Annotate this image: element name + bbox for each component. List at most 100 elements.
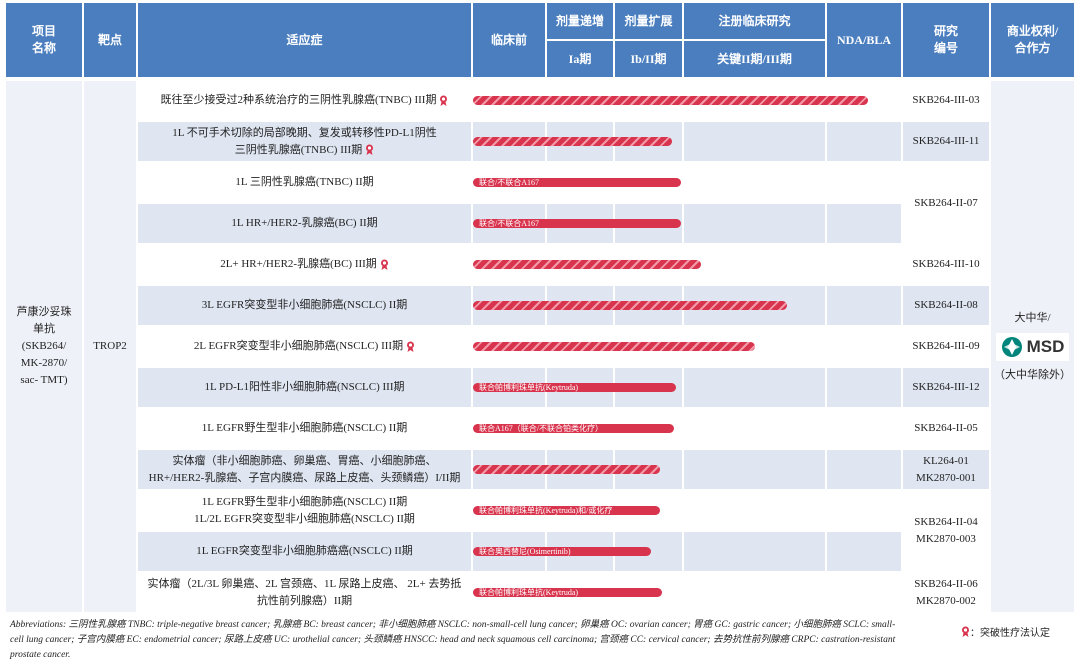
- phase-cell: [826, 490, 902, 531]
- indication-text: HR+/HER2-乳腺癌、子宫内膜癌、尿路上皮癌、头颈鳞癌）I/II期: [148, 471, 461, 484]
- indication-text: 实体瘤（2L/3L 卵巢癌、2L 宫颈癌、1L 尿路上皮癌、 2L+ 去势抵: [147, 577, 462, 590]
- header-text: 编号: [933, 41, 958, 55]
- indication-cell: 1L HR+/HER2-乳腺癌(BC) II期: [137, 203, 472, 244]
- phase-cell: [683, 162, 826, 203]
- study-cell: SKB264-III-12: [902, 367, 990, 408]
- msd-text: MSD: [1026, 336, 1065, 356]
- breakthrough-icon: [962, 626, 969, 637]
- phase-cell: [683, 408, 826, 449]
- header-cell: 剂量递增: [546, 2, 614, 40]
- header-text: 临床前: [490, 32, 527, 47]
- study-text: SKB264-III-10: [912, 258, 980, 270]
- phase-cell: [683, 121, 826, 162]
- indication-text: 1L HR+/HER2-乳腺癌(BC) II期: [231, 217, 378, 229]
- study-text: SKB264-III-11: [912, 135, 980, 147]
- header-cell: 研究 编号: [902, 2, 990, 78]
- study-cell: KL264-01 MK2870-001: [902, 449, 990, 490]
- phase-cell: [826, 162, 902, 203]
- phase-cell: [826, 449, 902, 490]
- indication-cell: 实体瘤（2L/3L 卵巢癌、2L 宫颈癌、1L 尿路上皮癌、 2L+ 去势抵 抗性…: [137, 572, 472, 613]
- study-cell: SKB264-II-08: [902, 285, 990, 326]
- study-text: SKB264-II-07: [914, 196, 978, 209]
- study-text: MK2870-001: [916, 471, 976, 484]
- indication-text: 2L EGFR突变型非小细胞肺癌(NSCLC) III期: [194, 338, 415, 355]
- phase-cell: [826, 121, 902, 162]
- breakthrough-icon: [407, 341, 415, 352]
- breakthrough-icon: [380, 259, 388, 270]
- study-text: SKB264-III-09: [912, 340, 980, 352]
- header-text: Ia期: [568, 51, 592, 66]
- indication-cell: 实体瘤（非小细胞肺癌、卵巢癌、胃癌、小细胞肺癌、 HR+/HER2-乳腺癌、子宫内…: [137, 449, 472, 490]
- header-text: 关键II期/III期: [717, 51, 792, 66]
- header-text: 项目: [31, 24, 56, 38]
- project-text: sac- TMT): [20, 374, 68, 386]
- header-cell: Ib/II期: [614, 40, 683, 78]
- indication-cell: 3L EGFR突变型非小细胞肺癌(NSCLC) II期: [137, 285, 472, 326]
- target-cell: TROP2: [83, 80, 137, 613]
- study-text: SKB264-II-06: [914, 577, 978, 590]
- indication-text: 1L/2L EGFR突变型非小细胞肺癌(NSCLC) II期: [194, 512, 415, 525]
- study-text: SKB264-III-03: [912, 94, 980, 106]
- header-cell: 靶点: [83, 2, 137, 78]
- phase-cell: [826, 285, 902, 326]
- indication-cell: 1L EGFR野生型非小细胞肺癌(NSCLC) II期 1L/2L EGFR突变型…: [137, 490, 472, 531]
- indication-text: 1L EGFR突变型非小细胞肺癌癌(NSCLC) II期: [196, 545, 413, 557]
- study-text: SKB264-III-12: [912, 381, 980, 393]
- header-cell: Ia期: [546, 40, 614, 78]
- indication-text: 2L+ HR+/HER2-乳腺癌(BC) III期: [220, 256, 389, 273]
- footnote: Abbreviations: 三阴性乳腺癌 TNBC: triple-negat…: [10, 620, 896, 660]
- header-cell: 项目 名称: [5, 2, 83, 78]
- progress-bar: [473, 465, 660, 474]
- phase-cell: [826, 244, 902, 285]
- header-text: 合作方: [1014, 41, 1051, 55]
- study-cell: SKB264-II-04 MK2870-003: [902, 490, 990, 572]
- study-text: SKB264-II-05: [914, 422, 978, 434]
- phase-cell: [826, 326, 902, 367]
- header-cell: 商业权利/合作方: [990, 2, 1075, 78]
- phase-cell: [683, 203, 826, 244]
- study-cell: SKB264-III-09: [902, 326, 990, 367]
- header-cell: NDA/BLA: [826, 2, 902, 78]
- indication-cell: 既往至少接受过2种系统治疗的三阴性乳腺癌(TNBC) III期: [137, 80, 472, 121]
- project-cell: 芦康沙妥珠 单抗 (SKB264/MK-2870/sac- TMT): [5, 80, 83, 613]
- indication-cell: 2L EGFR突变型非小细胞肺癌(NSCLC) III期: [137, 326, 472, 367]
- header-text: 靶点: [97, 32, 122, 47]
- indication-text: 1L PD-L1阳性非小细胞肺癌(NSCLC) III期: [204, 381, 405, 393]
- header-text: 适应症: [286, 32, 323, 47]
- indication-text: 三阴性乳腺癌(TNBC) III期: [235, 142, 374, 159]
- study-text: MK2870-003: [916, 533, 976, 545]
- progress-bar: 联合A167（联合/不联合铂类化疗）: [473, 424, 674, 433]
- phase-cell: [826, 572, 902, 613]
- indication-text: 1L 三阴性乳腺癌(TNBC) II期: [235, 176, 374, 188]
- progress-bar: [473, 301, 787, 310]
- indication-cell: 1L 三阴性乳腺癌(TNBC) II期: [137, 162, 472, 203]
- project-text: 单抗: [33, 323, 55, 335]
- progress-bar: 联合/不联合A167: [473, 219, 681, 228]
- indication-text: 实体瘤（非小细胞肺癌、卵巢癌、胃癌、小细胞肺癌、: [172, 454, 437, 467]
- study-text: SKB264-II-08: [914, 299, 978, 311]
- legend: ：突破性疗法认定: [958, 624, 1050, 639]
- project-text: (SKB264/: [21, 340, 67, 352]
- indication-text: 既往至少接受过2种系统治疗的三阴性乳腺癌(TNBC) III期: [161, 92, 449, 109]
- header-cell: 剂量扩展: [614, 2, 683, 40]
- phase-cell: [826, 531, 902, 572]
- header-text: 名称: [31, 41, 56, 55]
- header-cell: 注册临床研究: [683, 2, 826, 40]
- progress-bar: [473, 137, 672, 146]
- progress-bar: 联合奥西替尼(Osimertinib): [473, 547, 651, 556]
- indication-text: 1L EGFR野生型非小细胞肺癌(NSCLC) II期: [201, 422, 408, 434]
- phase-cell: [683, 572, 826, 613]
- header-cell: 适应症: [137, 2, 472, 78]
- study-cell: SKB264-III-03: [902, 80, 990, 121]
- phase-cell: [683, 531, 826, 572]
- progress-bar: [473, 96, 868, 105]
- phase-cell: [826, 367, 902, 408]
- indication-text: 1L 不可手术切除的局部晚期、复发或转移性PD-L1阴性: [172, 126, 437, 139]
- msd-mark: [1001, 336, 1022, 357]
- header-text: 注册临床研究: [718, 13, 791, 28]
- study-cell: SKB264-III-10: [902, 244, 990, 285]
- indication-cell: 1L EGFR突变型非小细胞肺癌癌(NSCLC) II期: [137, 531, 472, 572]
- study-cell: SKB264-II-07: [902, 162, 990, 244]
- study-cell: SKB264-II-05: [902, 408, 990, 449]
- msd-logo: MSD: [995, 332, 1070, 361]
